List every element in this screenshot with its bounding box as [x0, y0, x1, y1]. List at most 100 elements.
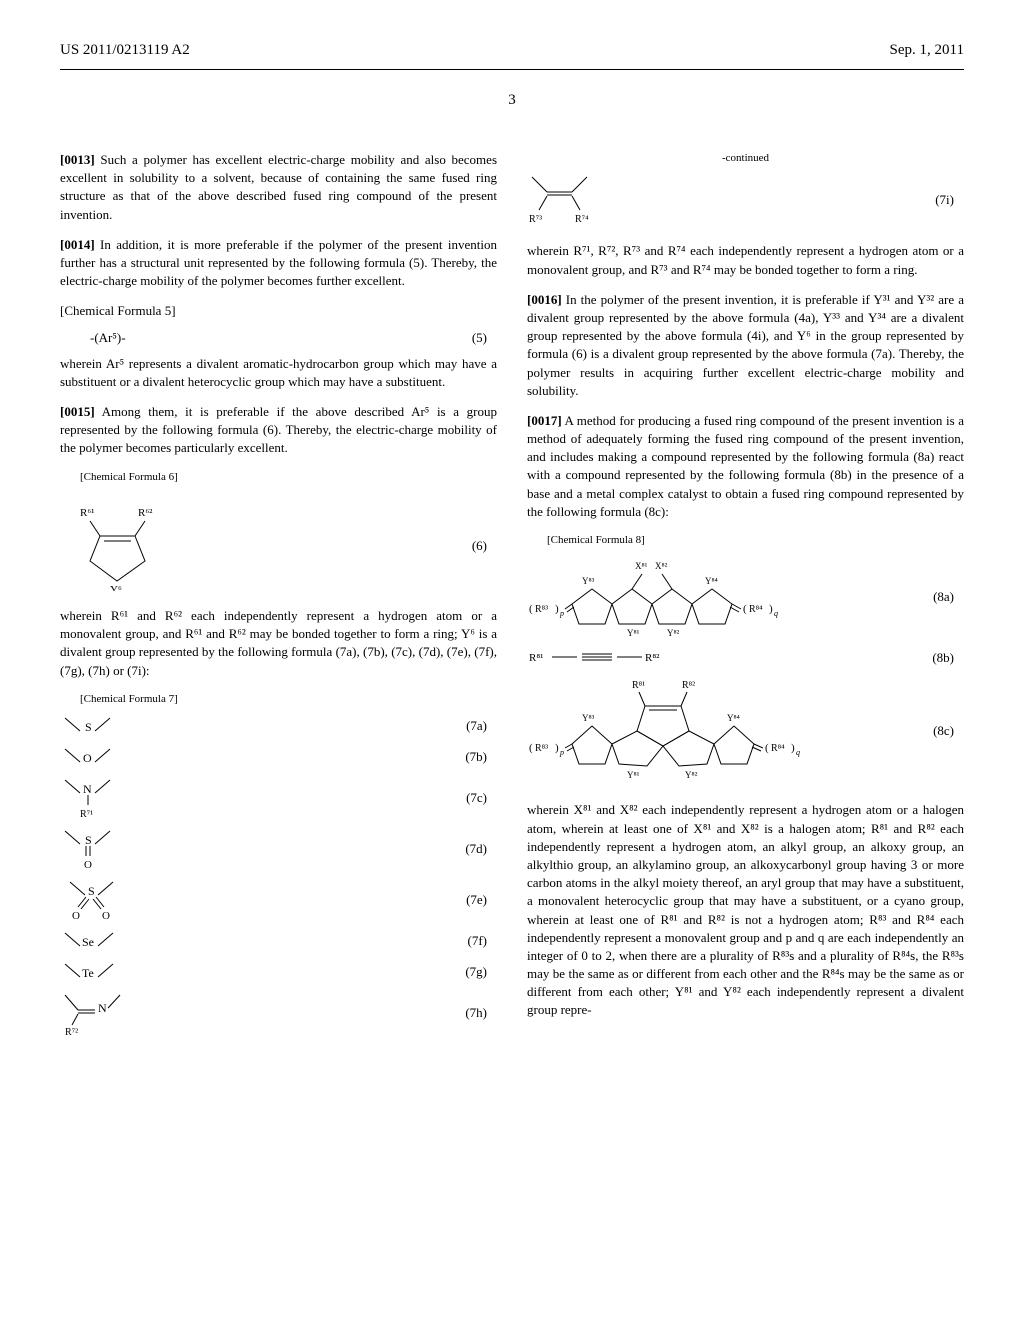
triple-bond-icon: R⁸¹ R⁸²	[527, 645, 677, 670]
svg-text:Te: Te	[82, 966, 94, 980]
fused-ring-icon: ( R⁸³ ) p Y⁸³ Y⁸¹ X⁸¹ X⁸² Y⁸²	[527, 554, 787, 639]
svg-text:): )	[555, 603, 559, 615]
svg-text:S: S	[85, 720, 92, 734]
svg-text:Y⁸⁴: Y⁸⁴	[705, 576, 718, 586]
formula-6-desc: wherein R⁶¹ and R⁶² each independently r…	[60, 607, 497, 680]
formula-8b-num: (8b)	[932, 649, 964, 667]
svg-text:): )	[555, 742, 559, 754]
svg-text:(: (	[529, 603, 533, 615]
y6-label: Y⁶	[110, 584, 122, 591]
svg-text:R⁷¹: R⁷¹	[80, 809, 93, 820]
svg-text:R⁷⁴: R⁷⁴	[575, 214, 589, 225]
formula-7e-num: (7e)	[466, 891, 497, 909]
formula-8c: R⁸¹ R⁸² ( R⁸³ ) p Y⁸³ Y⁸¹	[527, 676, 964, 786]
paragraph-0017: [0017] A method for producing a fused ri…	[527, 412, 964, 521]
formula-5-desc: wherein Ar⁵ represents a divalent aromat…	[60, 355, 497, 391]
formula-7f-num: (7f)	[468, 932, 498, 950]
formula-8c-num: (8c)	[933, 722, 964, 740]
page-number: 3	[60, 90, 964, 111]
formula-7g: Te (7g)	[60, 959, 497, 984]
bond-icon: Se	[60, 928, 120, 953]
formula-7g-num: (7g)	[465, 963, 497, 981]
svg-text:(: (	[743, 603, 747, 615]
svg-text:R⁷²: R⁷²	[65, 1027, 78, 1035]
svg-text:q: q	[774, 609, 778, 618]
bond-icon: R⁷³ R⁷⁴	[527, 172, 617, 227]
para-num: [0013]	[60, 152, 95, 167]
svg-text:Y⁸³: Y⁸³	[582, 713, 595, 723]
formula-8-desc: wherein X⁸¹ and X⁸² each independently r…	[527, 801, 964, 1019]
svg-text:): )	[791, 742, 795, 754]
svg-text:O: O	[72, 910, 80, 922]
svg-text:R⁸³: R⁸³	[535, 743, 548, 754]
formula-5-num: (5)	[472, 329, 497, 347]
svg-text:R⁸³: R⁸³	[535, 604, 548, 615]
chem-formula-7-label: [Chemical Formula 7]	[80, 692, 497, 707]
para-num: [0017]	[527, 413, 562, 428]
left-column: [0013] Such a polymer has excellent elec…	[60, 151, 497, 1041]
svg-text:Se: Se	[82, 935, 94, 949]
chem-formula-8-label: [Chemical Formula 8]	[547, 533, 964, 548]
formula-5: -(Ar⁵)- (5)	[90, 329, 497, 347]
svg-text:Y⁸²: Y⁸²	[685, 770, 698, 780]
svg-text:R⁸⁴: R⁸⁴	[749, 604, 763, 615]
para-text: In addition, it is more preferable if th…	[60, 237, 497, 288]
bond-icon: S	[60, 713, 120, 738]
para-num: [0014]	[60, 237, 95, 252]
paragraph-0013: [0013] Such a polymer has excellent elec…	[60, 151, 497, 224]
formula-6-row: R⁶¹ R⁶² Y⁶ (6)	[60, 491, 497, 601]
formula-7e: S O O (7e)	[60, 877, 497, 922]
svg-text:O: O	[83, 751, 92, 765]
svg-text:(: (	[765, 742, 769, 754]
chem-formula-5-label: [Chemical Formula 5]	[60, 302, 497, 320]
svg-text:X⁸¹: X⁸¹	[635, 561, 648, 571]
formula-7i-desc: wherein R⁷¹, R⁷², R⁷³ and R⁷⁴ each indep…	[527, 242, 964, 278]
page-header: US 2011/0213119 A2 Sep. 1, 2011	[60, 40, 964, 70]
formula-7i-num: (7i)	[935, 191, 964, 209]
para-text: Such a polymer has excellent electric-ch…	[60, 152, 497, 222]
formula-6-diagram: R⁶¹ R⁶² Y⁶	[60, 501, 180, 591]
svg-text:X⁸²: X⁸²	[655, 561, 668, 571]
svg-text:Y⁸¹: Y⁸¹	[627, 770, 640, 780]
r61-label: R⁶¹	[80, 507, 94, 519]
para-text: A method for producing a fused ring comp…	[527, 413, 964, 519]
formula-6-num: (6)	[472, 537, 497, 555]
bond-icon: O	[60, 744, 120, 769]
fused-ring-icon: R⁸¹ R⁸² ( R⁸³ ) p Y⁸³ Y⁸¹	[527, 676, 807, 786]
right-column: -continued R⁷³ R⁷⁴ (7i) wherein R⁷¹, R⁷²…	[527, 151, 964, 1041]
formula-7b-num: (7b)	[465, 748, 497, 766]
svg-text:R⁸²: R⁸²	[645, 652, 660, 664]
svg-text:R⁸²: R⁸²	[682, 680, 695, 691]
svg-text:R⁷³: R⁷³	[529, 214, 542, 225]
svg-text:O: O	[84, 859, 92, 871]
formula-5-expr: -(Ar⁵)-	[90, 329, 126, 347]
formula-7f: Se (7f)	[60, 928, 497, 953]
svg-text:): )	[769, 603, 773, 615]
svg-text:q: q	[796, 748, 800, 757]
paragraph-0015: [0015] Among them, it is preferable if t…	[60, 403, 497, 458]
svg-text:p: p	[559, 748, 564, 757]
svg-text:(: (	[529, 742, 533, 754]
formula-7i: R⁷³ R⁷⁴ (7i)	[527, 172, 964, 227]
svg-text:N: N	[98, 1001, 107, 1015]
para-num: [0016]	[527, 292, 562, 307]
svg-text:N: N	[83, 782, 92, 796]
formula-7a-num: (7a)	[466, 717, 497, 735]
para-num: [0015]	[60, 404, 95, 419]
bond-icon: Te	[60, 959, 120, 984]
formula-7c-num: (7c)	[466, 789, 497, 807]
content-columns: [0013] Such a polymer has excellent elec…	[60, 151, 964, 1041]
svg-text:Y⁸³: Y⁸³	[582, 576, 595, 586]
formula-7c: N R⁷¹ (7c)	[60, 775, 497, 820]
svg-text:p: p	[559, 609, 564, 618]
svg-text:R⁸¹: R⁸¹	[529, 652, 543, 664]
chem-formula-6-label: [Chemical Formula 6]	[80, 470, 497, 485]
formula-7a: S (7a)	[60, 713, 497, 738]
formula-8b: R⁸¹ R⁸² (8b)	[527, 645, 964, 670]
svg-text:O: O	[102, 910, 110, 922]
para-text: In the polymer of the present invention,…	[527, 292, 964, 398]
paragraph-0016: [0016] In the polymer of the present inv…	[527, 291, 964, 400]
bond-icon: S O	[60, 826, 120, 871]
svg-text:R⁸¹: R⁸¹	[632, 680, 645, 691]
patent-id: US 2011/0213119 A2	[60, 40, 190, 61]
